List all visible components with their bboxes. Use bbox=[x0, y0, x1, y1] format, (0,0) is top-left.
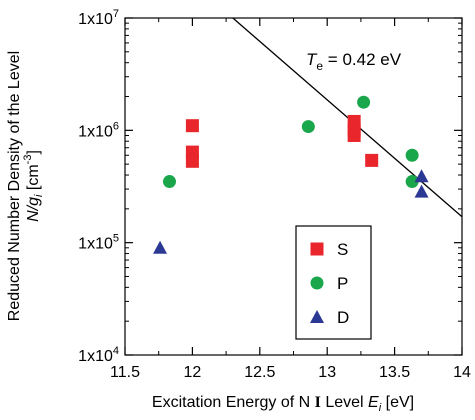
x-tick-label: 12 bbox=[184, 364, 202, 381]
data-point-p bbox=[162, 175, 176, 189]
y-axis-label: Reduced Number Density of the Level N/gi… bbox=[6, 51, 45, 321]
fit-line-group bbox=[232, 17, 463, 218]
legend-box bbox=[295, 225, 372, 340]
fit-line bbox=[232, 17, 463, 218]
y-axis-label-line2: N/gi [cm-3] bbox=[22, 150, 45, 222]
axis-ticks bbox=[124, 17, 463, 356]
y-tick-label: 1x104 bbox=[78, 345, 119, 365]
x-tick-label: 13.5 bbox=[379, 364, 410, 381]
data-point-s bbox=[185, 119, 199, 133]
y-tick-label: 1x105 bbox=[78, 233, 119, 253]
legend-marker-s bbox=[310, 242, 324, 256]
data-point-s bbox=[185, 154, 199, 168]
data-point-d bbox=[414, 169, 429, 183]
legend-marker-p bbox=[310, 276, 324, 290]
x-tick-label: 13 bbox=[318, 364, 336, 381]
legend-label-d: D bbox=[337, 308, 349, 327]
data-point-p bbox=[357, 95, 371, 109]
data-point-p bbox=[301, 120, 315, 134]
data-point-p bbox=[405, 148, 419, 162]
data-points bbox=[153, 95, 429, 254]
y-tick-labels: 1x104 1x105 1x106 1x107 bbox=[78, 8, 119, 365]
x-axis-label: Excitation Energy of N I Level Ei [eV] bbox=[152, 394, 414, 414]
data-point-d bbox=[414, 184, 429, 198]
data-point-s bbox=[347, 128, 361, 142]
legend-items: SPD bbox=[310, 240, 349, 327]
legend-label-s: S bbox=[337, 240, 348, 259]
y-axis-label-line1: Reduced Number Density of the Level bbox=[6, 51, 23, 321]
y-tick-label: 1x107 bbox=[78, 8, 119, 28]
data-point-p bbox=[405, 175, 419, 189]
legend-label-p: P bbox=[337, 274, 348, 293]
y-tick-label: 1x106 bbox=[78, 120, 119, 140]
x-tick-label: 11.5 bbox=[110, 364, 140, 381]
data-point-s bbox=[365, 153, 379, 167]
legend-marker-d bbox=[310, 310, 324, 323]
legend: SPD bbox=[295, 225, 372, 340]
x-tick-labels: 11.5 12 12.5 13 13.5 14 bbox=[110, 364, 471, 381]
fit-line-label: Te = 0.42 eV bbox=[306, 50, 402, 73]
x-tick-label: 12.5 bbox=[244, 364, 275, 381]
data-point-d bbox=[153, 240, 168, 254]
x-tick-label: 14 bbox=[453, 364, 471, 381]
